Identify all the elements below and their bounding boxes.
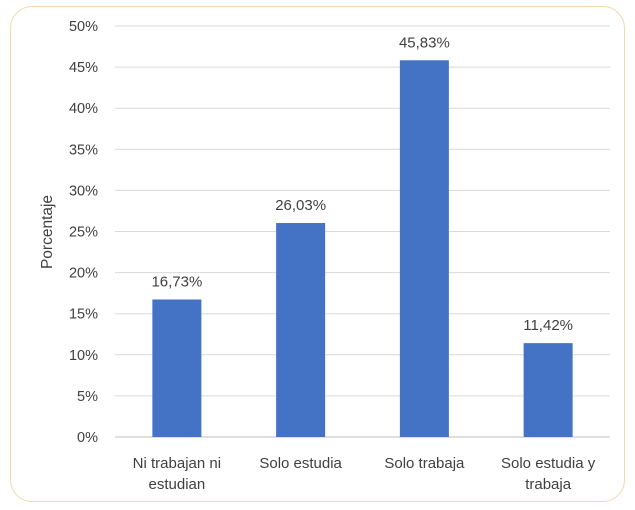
y-tick-label: 45% <box>69 60 98 76</box>
y-tick-label: 30% <box>69 183 98 199</box>
bar <box>276 223 326 437</box>
y-tick-label: 5% <box>77 389 98 405</box>
y-tick-label: 15% <box>69 307 98 323</box>
y-tick-label: 10% <box>69 348 98 364</box>
data-label: 26,03% <box>275 197 326 214</box>
y-axis-label: Porcentaje <box>39 195 56 269</box>
y-tick-label: 20% <box>69 266 98 282</box>
data-label: 45,83% <box>399 34 450 51</box>
y-tick-label: 35% <box>69 142 98 158</box>
category-label: estudian <box>149 476 206 493</box>
bar <box>523 343 573 437</box>
category-label: Solo estudia y <box>501 455 596 472</box>
y-tick-label: 0% <box>77 430 98 446</box>
category-label: Ni trabajan ni <box>133 455 221 472</box>
y-tick-label: 40% <box>69 101 98 117</box>
category-label: Solo estudia <box>259 455 342 472</box>
category-label: trabaja <box>525 476 572 493</box>
bar <box>399 60 449 437</box>
y-tick-label: 25% <box>69 225 98 241</box>
data-label: 16,73% <box>151 273 202 290</box>
data-label: 11,42% <box>523 317 573 334</box>
category-label: Solo trabaja <box>384 455 465 472</box>
bar <box>152 299 202 437</box>
y-tick-label: 50% <box>69 19 98 35</box>
